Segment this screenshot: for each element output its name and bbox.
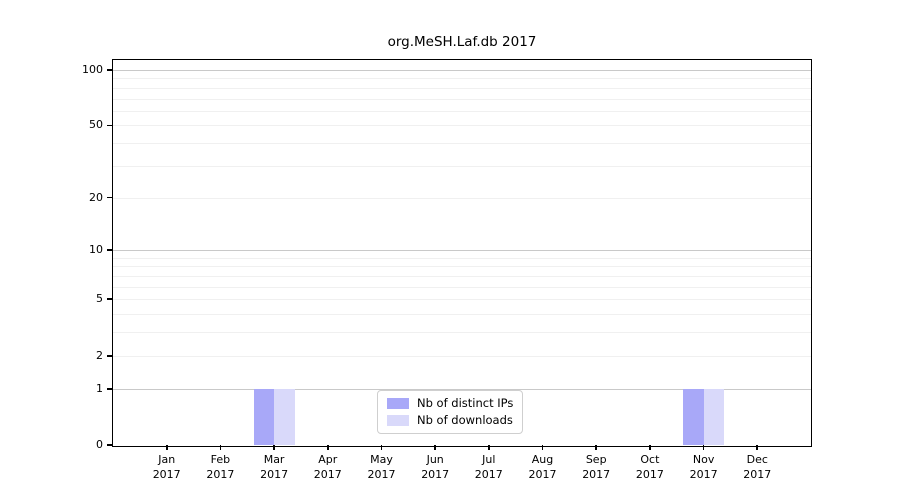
gridline-minor [113, 143, 811, 145]
chart-title: org.MeSH.Laf.db 2017 [387, 34, 537, 50]
x-tick [649, 445, 651, 450]
x-tick-label: May 2017 [352, 452, 412, 482]
x-tick-month: Oct [640, 453, 660, 466]
gridline-minor [113, 314, 811, 316]
y-tick-label: 100 [82, 62, 103, 76]
y-tick-label: 5 [96, 292, 103, 306]
x-tick [487, 445, 490, 450]
x-tick-label: Aug 2017 [513, 452, 573, 482]
x-tick-month: Mar [263, 453, 285, 466]
y-tick [107, 124, 112, 127]
legend-label: Nb of downloads [417, 413, 513, 427]
y-tick [107, 298, 112, 301]
x-tick [165, 445, 168, 450]
legend-item: Nb of distinct IPs [387, 397, 513, 410]
x-tick-label: Jan 2017 [137, 452, 197, 482]
gridline-major [113, 69, 811, 71]
x-tick [434, 445, 437, 450]
bar-downloads [274, 388, 295, 445]
y-tick-label: 50 [89, 118, 103, 132]
x-tick [595, 445, 598, 450]
x-tick-label: Apr 2017 [298, 452, 358, 482]
gridline-minor [113, 110, 811, 112]
gridline-minor [113, 165, 811, 167]
y-tick-label: 2 [96, 348, 103, 362]
x-tick-month: Sep [585, 453, 607, 466]
y-tick [107, 444, 112, 446]
x-tick-year: 2017 [689, 468, 718, 481]
gridline-major [113, 250, 811, 252]
y-tick-label: 10 [89, 243, 103, 257]
x-tick-label: Oct 2017 [620, 452, 680, 482]
x-tick [273, 445, 275, 450]
x-tick-label: Jul 2017 [459, 452, 519, 482]
legend-item: Nb of downloads [387, 414, 513, 427]
y-tick [107, 387, 112, 390]
x-tick-year: 2017 [528, 468, 557, 481]
y-tick-label: 0 [96, 438, 103, 451]
x-tick-month: Jan [158, 453, 176, 466]
gridline-minor [113, 286, 811, 288]
x-tick-month: Feb [210, 453, 231, 466]
x-tick-month: Jun [426, 453, 444, 466]
legend: Nb of distinct IPs Nb of downloads [377, 390, 524, 434]
x-tick-year: 2017 [421, 468, 450, 481]
x-tick [541, 445, 544, 450]
y-tick-label: 20 [89, 190, 103, 204]
x-tick [219, 445, 222, 450]
x-tick-label: Dec 2017 [727, 452, 787, 482]
x-tick-month: Jul [482, 453, 496, 466]
x-tick-label: Sep 2017 [566, 452, 626, 482]
bar-downloads [703, 388, 725, 445]
x-tick-month: May [370, 453, 393, 466]
x-tick-month: Apr [318, 453, 338, 466]
gridline-minor [113, 257, 811, 259]
x-tick-label: Mar 2017 [244, 452, 304, 482]
gridline-minor [113, 355, 811, 357]
x-tick-year: 2017 [635, 468, 664, 481]
x-tick-year: 2017 [743, 468, 772, 481]
x-tick-label: Jun 2017 [405, 452, 465, 482]
x-tick [380, 445, 383, 450]
gridline-minor [113, 197, 811, 199]
x-tick [702, 445, 705, 450]
gridline-minor [113, 87, 811, 89]
gridline-minor [113, 78, 811, 80]
y-tick [107, 249, 112, 251]
x-tick-month: Aug [531, 453, 554, 466]
y-tick [107, 354, 112, 357]
gridline-major [113, 388, 811, 390]
gridline-minor [113, 276, 811, 277]
x-tick-label: Nov 2017 [674, 452, 734, 482]
x-tick-year: 2017 [152, 468, 181, 481]
x-tick-year: 2017 [474, 468, 503, 481]
gridline-minor [113, 125, 811, 127]
x-tick [326, 445, 329, 450]
legend-swatch [387, 415, 409, 426]
y-tick [107, 196, 112, 199]
x-tick-year: 2017 [260, 468, 289, 481]
bar-distinct-ips [683, 388, 704, 445]
legend-swatch [387, 398, 409, 409]
legend-label: Nb of distinct IPs [417, 396, 514, 410]
gridline-minor [113, 299, 811, 301]
x-tick-year: 2017 [206, 468, 235, 481]
bar-distinct-ips [253, 388, 275, 445]
x-tick-month: Dec [746, 453, 768, 466]
y-tick [107, 68, 112, 71]
x-tick-month: Nov [692, 453, 715, 466]
y-tick-label: 1 [96, 381, 103, 395]
gridline-minor [113, 266, 811, 268]
x-tick-year: 2017 [313, 468, 342, 481]
x-tick-year: 2017 [582, 468, 611, 481]
gridline-minor [113, 332, 811, 334]
x-tick-label: Feb 2017 [190, 452, 250, 482]
x-tick [756, 445, 759, 450]
gridline-minor [113, 98, 811, 100]
x-tick-year: 2017 [367, 468, 396, 481]
